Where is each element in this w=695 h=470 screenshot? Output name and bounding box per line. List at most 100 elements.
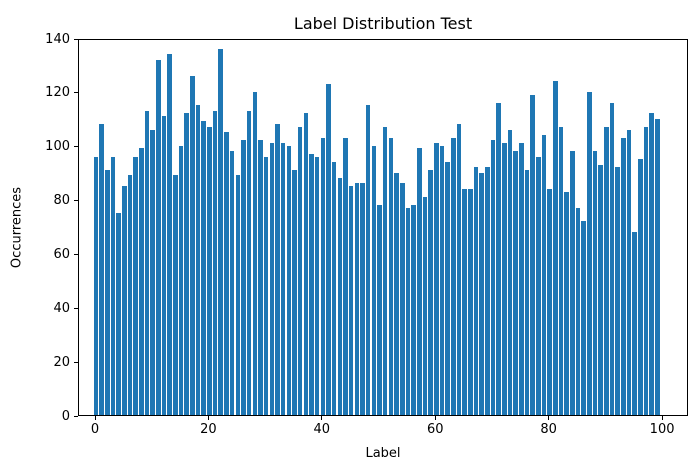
bar [570, 151, 575, 415]
bar [127, 175, 133, 415]
bar [326, 83, 331, 415]
bar [422, 196, 428, 415]
bar [173, 175, 178, 415]
bar [615, 167, 620, 415]
x-tick-label: 20 [200, 422, 217, 437]
bar [280, 143, 286, 415]
bar [564, 191, 569, 415]
x-tick-mark [94, 416, 96, 420]
bar [178, 145, 184, 415]
x-axis-label: Label [365, 446, 401, 461]
bar [161, 116, 167, 415]
bar [439, 145, 445, 415]
bar [575, 207, 581, 415]
y-tick-label: 60 [53, 246, 70, 262]
bar [93, 156, 99, 415]
bar [468, 188, 473, 415]
y-tick-mark [74, 200, 78, 202]
bar [598, 164, 603, 415]
bar [581, 221, 586, 415]
bar [513, 151, 518, 415]
bar [592, 151, 598, 415]
bar [485, 167, 490, 415]
x-tick-mark [207, 416, 209, 420]
bar [150, 129, 155, 415]
bar [558, 126, 564, 415]
bar [388, 137, 394, 415]
y-axis-label: Occurrences [9, 186, 25, 269]
y-tick-label: 80 [53, 193, 70, 209]
bar [547, 188, 552, 415]
bar [343, 137, 348, 415]
bar [553, 81, 558, 415]
y-tick-mark [74, 253, 78, 255]
x-tick-mark [434, 416, 436, 420]
bar [184, 113, 189, 415]
bar [241, 140, 246, 415]
bar [252, 91, 258, 415]
bar [530, 94, 535, 415]
bar [139, 148, 144, 415]
bar [269, 143, 275, 415]
bar [218, 48, 224, 415]
bar [195, 105, 201, 415]
bar [360, 183, 365, 415]
bar [456, 124, 462, 415]
y-tick-label: 140 [45, 31, 70, 47]
bar [371, 145, 377, 415]
y-tick-mark [74, 415, 78, 417]
bar [167, 54, 172, 415]
bar [292, 169, 297, 415]
bar [235, 175, 241, 415]
bar [405, 207, 411, 415]
bar [201, 121, 206, 415]
y-tick-label: 100 [45, 139, 70, 155]
bar [490, 140, 496, 415]
y-tick-mark [74, 307, 78, 309]
bar [632, 231, 637, 415]
bar [536, 156, 541, 415]
bar [314, 156, 320, 415]
bar [473, 167, 479, 415]
y-tick-mark [74, 92, 78, 94]
bar [116, 213, 121, 415]
bar [507, 129, 513, 415]
x-tick-label: 80 [540, 422, 557, 437]
bar [224, 132, 229, 415]
y-tick-label: 0 [61, 408, 70, 424]
bar [133, 156, 138, 415]
x-tick-mark [321, 416, 323, 420]
bar [649, 113, 655, 415]
bar [394, 172, 399, 415]
bar [303, 113, 309, 415]
bar [655, 118, 660, 415]
bar [275, 124, 280, 415]
x-tick-label: 100 [649, 422, 675, 437]
x-tick-mark [661, 416, 663, 420]
bar [258, 140, 263, 415]
bar [626, 129, 632, 415]
bar [246, 110, 252, 415]
bar [190, 75, 195, 415]
bar [331, 161, 337, 415]
bar [609, 102, 615, 415]
bar [320, 137, 326, 415]
bar [643, 126, 649, 415]
bar [479, 172, 484, 415]
bar [286, 145, 292, 415]
bar [411, 204, 416, 415]
bar [519, 143, 524, 415]
x-tick-mark [548, 416, 550, 420]
bar [309, 153, 314, 415]
bar [502, 143, 507, 415]
chart-title: Label Distribution Test [293, 14, 473, 33]
bar [144, 110, 150, 415]
bar [621, 137, 626, 415]
bar [496, 102, 501, 415]
y-tick-label: 20 [53, 354, 70, 370]
bar [122, 186, 127, 415]
bar [604, 126, 609, 415]
bar [212, 110, 218, 415]
bar [399, 183, 405, 415]
bar [587, 91, 592, 415]
